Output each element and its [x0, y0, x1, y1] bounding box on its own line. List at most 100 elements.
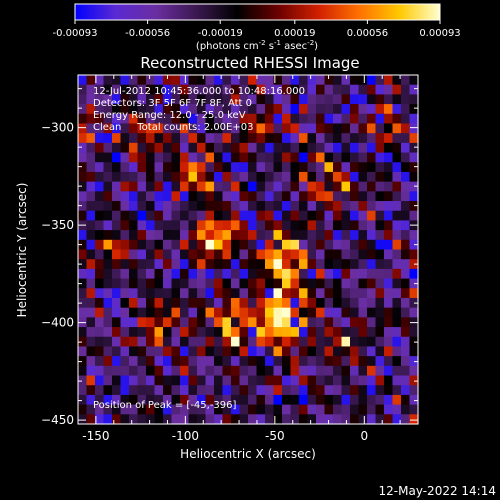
heatmap-cell [341, 201, 351, 212]
heatmap-cell [197, 385, 207, 396]
heatmap-cell [307, 84, 317, 95]
heatmap-cell [409, 249, 419, 260]
heatmap-cell [197, 249, 207, 260]
heatmap-cell [214, 307, 224, 318]
heatmap-cell [248, 259, 258, 270]
heatmap-cell [180, 414, 190, 425]
heatmap-cell [146, 181, 156, 192]
heatmap-cell [78, 356, 88, 367]
heatmap-cell [333, 375, 343, 386]
heatmap-cell [154, 210, 164, 222]
heatmap-cell [265, 259, 275, 270]
heatmap-cell [265, 123, 275, 134]
heatmap-cell [256, 356, 266, 367]
heatmap-cell [384, 84, 394, 95]
heatmap-cell [392, 249, 402, 260]
heatmap-cell [341, 142, 351, 154]
heatmap-cell [129, 75, 139, 86]
heatmap-cell [392, 259, 402, 270]
heatmap-cell [86, 210, 96, 222]
heatmap-cell [188, 171, 198, 183]
heatmap-cell [95, 191, 105, 202]
heatmap-cell [78, 239, 88, 251]
heatmap-cell [112, 297, 122, 309]
heatmap-cell [129, 210, 139, 222]
heatmap-cell [112, 133, 122, 144]
heatmap-cell [95, 113, 105, 125]
heatmap-cell [290, 94, 300, 105]
heatmap-cell [367, 404, 377, 415]
heatmap-cell [112, 181, 122, 192]
heatmap-cell [401, 171, 411, 183]
heatmap-cell [273, 75, 283, 86]
heatmap-cell [239, 171, 249, 183]
heatmap-cell [78, 75, 88, 86]
heatmap-cell [358, 201, 368, 212]
heatmap-cell [392, 404, 402, 415]
heatmap-cell [137, 414, 147, 425]
heatmap-cell [350, 75, 360, 86]
heatmap-cell [350, 201, 360, 212]
heatmap-cell [120, 278, 130, 289]
heatmap-cell [282, 94, 292, 105]
heatmap-cell [273, 123, 283, 134]
heatmap-cell [256, 210, 266, 222]
heatmap-cell [299, 365, 309, 377]
heatmap-cell [163, 239, 173, 251]
heatmap-cell [358, 268, 368, 280]
heatmap-cell [384, 210, 394, 222]
heatmap-cell [384, 171, 394, 183]
heatmap-cell [86, 171, 96, 183]
heatmap-cell [350, 297, 360, 309]
heatmap-cell [384, 278, 394, 289]
heatmap-cell [290, 249, 300, 260]
heatmap-cell [86, 113, 96, 125]
heatmap-cell [86, 327, 96, 338]
heatmap-cell [103, 123, 113, 134]
heatmap-cell [231, 336, 241, 348]
heatmap-cell [129, 171, 139, 183]
heatmap-cell [290, 181, 300, 192]
heatmap-cell [316, 181, 326, 192]
heatmap-cell [358, 278, 368, 289]
heatmap-cell [248, 162, 258, 173]
heatmap-cell [273, 365, 283, 377]
heatmap-cell [197, 297, 207, 309]
heatmap-cell [307, 210, 317, 222]
heatmap-cell [299, 346, 309, 357]
heatmap-cell [248, 94, 258, 105]
heatmap-cell [299, 259, 309, 270]
heatmap-cell [273, 152, 283, 163]
heatmap-cell [205, 84, 215, 95]
heatmap-cell [163, 278, 173, 289]
heatmap-cell [367, 268, 377, 280]
heatmap-cell [103, 94, 113, 105]
heatmap-cell [154, 142, 164, 154]
heatmap-cell [299, 288, 309, 299]
heatmap-cell [324, 278, 334, 289]
heatmap-cell [205, 113, 215, 125]
heatmap-cell [367, 259, 377, 270]
heatmap-cell [239, 394, 249, 406]
heatmap-cell [392, 104, 402, 115]
heatmap-cell [205, 220, 215, 231]
heatmap-cell [358, 113, 368, 125]
heatmap-cell [171, 356, 181, 367]
heatmap-cell [282, 307, 292, 318]
heatmap-cell [180, 210, 190, 222]
heatmap-cell [299, 297, 309, 309]
heatmap-cell [120, 171, 130, 183]
heatmap-cell [282, 104, 292, 115]
heatmap-cell [375, 181, 385, 192]
heatmap-cell [316, 75, 326, 86]
heatmap-cell [214, 297, 224, 309]
heatmap-cell [188, 414, 198, 425]
heatmap-cell [205, 394, 215, 406]
heatmap-cell [112, 317, 122, 328]
heatmap-cell [256, 278, 266, 289]
heatmap-cell [78, 210, 88, 222]
heatmap-cell [171, 239, 181, 251]
heatmap-cell [129, 346, 139, 357]
heatmap-cell [103, 230, 113, 241]
heatmap-cell [146, 336, 156, 348]
